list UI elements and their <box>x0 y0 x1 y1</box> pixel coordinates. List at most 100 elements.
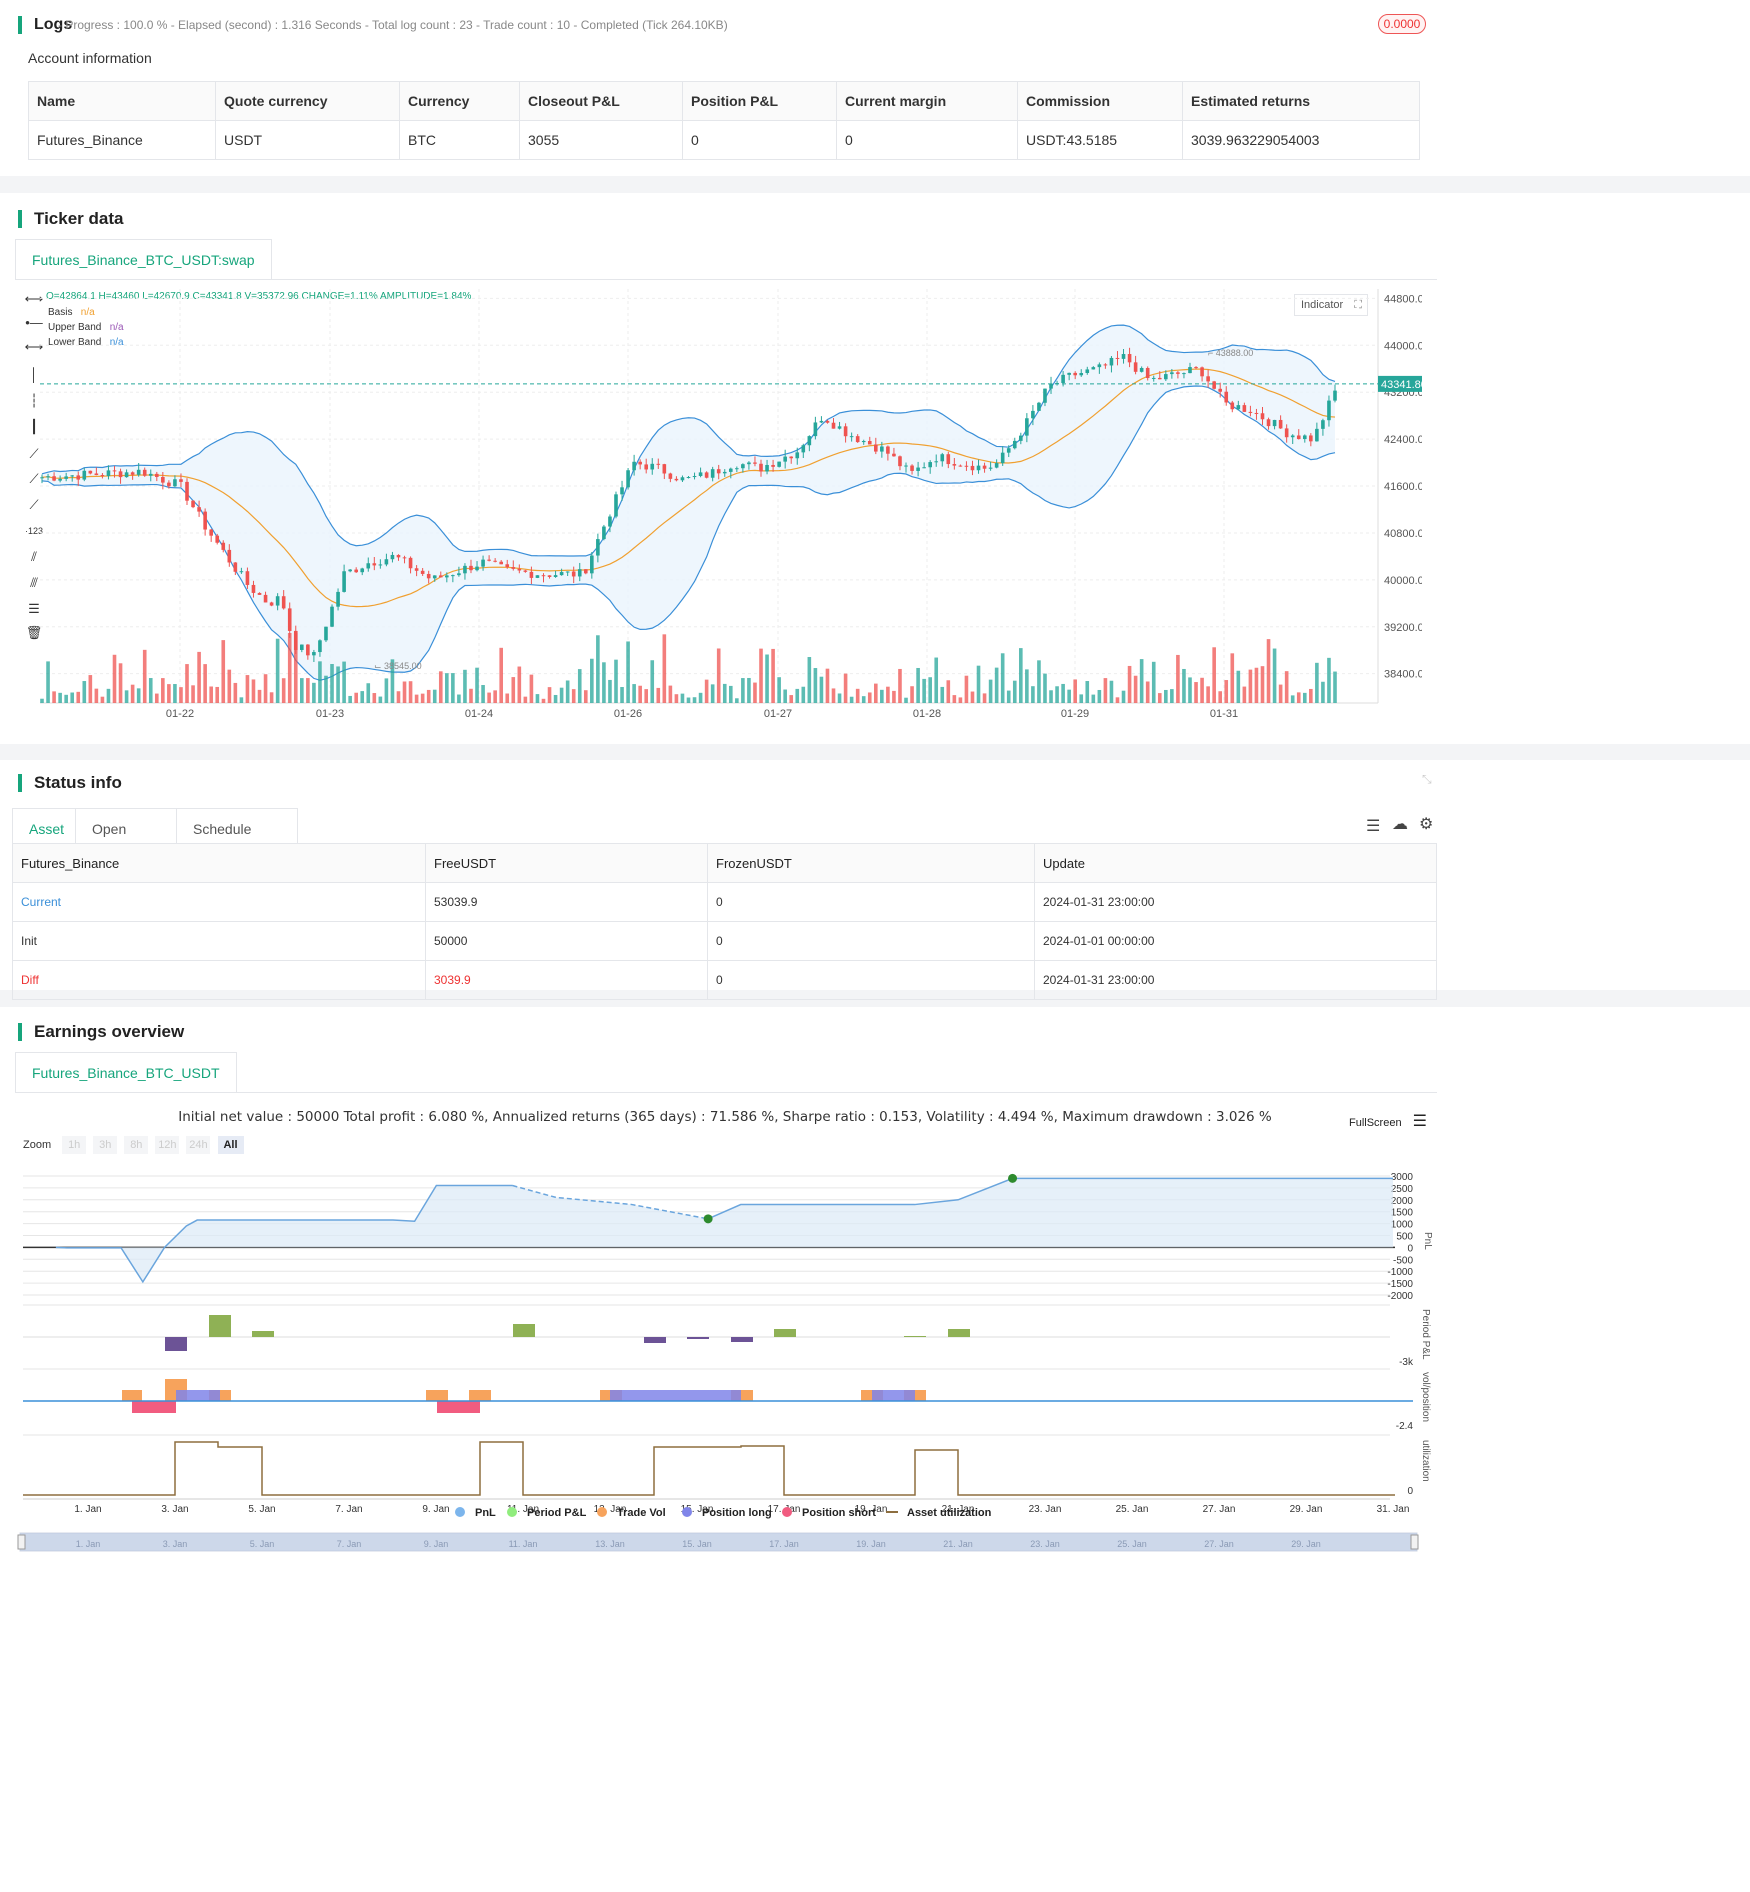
axis-label-period: Period P&L <box>1420 1309 1431 1360</box>
candle-body <box>1272 419 1277 427</box>
volume-bar <box>1073 679 1077 703</box>
pnl-tick: -2000 <box>1387 1291 1413 1302</box>
volume-bar <box>565 680 570 703</box>
volume-bar <box>318 661 322 703</box>
candle-body <box>300 644 304 650</box>
candle-body <box>922 467 926 469</box>
zoom-1h[interactable]: 1h <box>62 1136 87 1154</box>
volume-bar <box>40 698 44 703</box>
earnings-title: Earnings overview <box>18 1023 184 1041</box>
indicator-button[interactable]: Indicator ⛶ <box>1294 294 1368 316</box>
fibonacci-icon[interactable]: ⫻ <box>30 575 38 590</box>
volume-bar <box>227 669 232 703</box>
candle-body <box>710 469 715 478</box>
candle-body <box>1315 428 1319 442</box>
menu-icon[interactable]: ☰ <box>1412 1113 1427 1130</box>
list-icon[interactable]: ☰ <box>1366 818 1381 835</box>
collapse-icon[interactable]: ⤡ <box>1422 772 1432 786</box>
candle-body <box>1290 435 1295 438</box>
candle-body <box>771 464 775 467</box>
candle-body <box>819 420 824 423</box>
candle-body <box>384 559 389 565</box>
candle-body <box>1260 413 1265 420</box>
candle-body <box>777 461 781 467</box>
price-label-icon[interactable]: ·123 <box>24 526 43 536</box>
candle-body <box>469 565 473 571</box>
time-tick: 01-24 <box>465 708 493 720</box>
zoom-24h[interactable]: 24h <box>186 1136 211 1154</box>
volume-bar <box>1315 662 1319 703</box>
volume-bar <box>209 686 213 703</box>
volume-bar <box>529 674 534 703</box>
candle-body <box>227 549 232 563</box>
volume-bar <box>82 681 87 703</box>
candlestick-chart[interactable]: 44800.0044000.0043200.0042400.0041600.00… <box>0 279 1422 739</box>
volume-bar <box>1097 689 1102 703</box>
volume-bar <box>1309 688 1313 703</box>
volume-bar <box>136 688 141 703</box>
volume-bar <box>263 674 268 703</box>
volume-bar <box>1188 677 1192 703</box>
axis-label-pnl: PnL <box>1422 1232 1433 1250</box>
account-cell: 0 <box>836 120 1018 160</box>
candle-body <box>807 436 812 446</box>
zoom-12h[interactable]: 12h <box>155 1136 180 1154</box>
parallel-channel-icon[interactable]: ⫽ <box>31 549 37 564</box>
pnl-tick: 3000 <box>1391 1172 1414 1183</box>
vertical-segment-icon[interactable]: ┃ <box>30 419 38 434</box>
volume-bar <box>487 692 491 703</box>
earnings-tab[interactable]: Futures_Binance_BTC_USDT <box>15 1052 237 1093</box>
ticker-tab[interactable]: Futures_Binance_BTC_USDT:swap <box>15 239 272 280</box>
cloud-icon[interactable]: ☁ <box>1392 816 1408 833</box>
volume-bar <box>505 693 510 703</box>
fullscreen-button[interactable]: FullScreen ☰ <box>1349 1111 1427 1131</box>
logs-title: Logs <box>18 16 72 34</box>
period-pnl-bar <box>165 1337 187 1351</box>
tab-schedule-orders[interactable]: Schedule orders <box>176 808 298 877</box>
volume-bar <box>378 696 383 703</box>
volume-bar <box>855 688 860 703</box>
candle-body <box>674 478 679 481</box>
logs-badge[interactable]: 0.0000 <box>1378 14 1426 34</box>
zoom-8h[interactable]: 8h <box>124 1136 149 1154</box>
candle-body <box>432 575 437 579</box>
candle-body <box>215 535 220 543</box>
tab-asset[interactable]: Asset <box>12 808 76 848</box>
horizontal-line-icon[interactable]: ⟷ <box>24 291 44 306</box>
volume-bar <box>366 683 371 703</box>
period-pnl-bar <box>731 1337 753 1342</box>
navigator-tick: 5. Jan <box>250 1539 275 1549</box>
candle-body <box>1043 388 1047 403</box>
volume-bar <box>106 688 111 703</box>
volume-bar <box>1164 689 1168 703</box>
trade-vol-bar <box>469 1390 491 1401</box>
price-tick: 42400.00 <box>1384 434 1422 446</box>
candle-body <box>692 476 697 478</box>
fullscreen-label: FullScreen <box>1349 1117 1402 1129</box>
tab-open-orders[interactable]: Open orders <box>75 808 177 877</box>
fib-retracement-icon[interactable]: ☰ <box>28 601 40 616</box>
time-tick: 01-26 <box>614 708 642 720</box>
gear-icon[interactable]: ⚙ <box>1419 816 1434 833</box>
trash-icon[interactable]: 🗑 <box>25 625 43 640</box>
segment-icon[interactable]: ⟋ <box>29 497 39 512</box>
candle-body <box>1296 435 1301 440</box>
volume-bar <box>426 689 431 703</box>
trend-line-icon[interactable]: ⟋ <box>29 446 39 461</box>
ticker-title: Ticker data <box>18 210 123 228</box>
earnings-chart[interactable]: 300025002000150010005000-500-1000-1500-2… <box>0 1157 1450 1887</box>
zoom-all[interactable]: All <box>217 1136 244 1154</box>
table-row: Diff 3039.9 0 2024-01-31 23:00:00 <box>12 960 1437 1000</box>
ray-icon[interactable]: ⟋ <box>29 471 39 486</box>
expand-icon[interactable]: ⛶ <box>1354 299 1362 311</box>
extended-line-icon[interactable]: ⟷ <box>24 339 44 354</box>
horizontal-ray-icon[interactable]: •— <box>25 315 43 330</box>
price-tag-bg <box>1378 375 1422 392</box>
volume-bar <box>1055 686 1059 703</box>
candle-body <box>753 462 757 464</box>
vertical-ray-icon[interactable]: ┆ <box>30 393 38 408</box>
candle-body <box>958 465 963 467</box>
zoom-3h[interactable]: 3h <box>93 1136 118 1154</box>
vertical-line-icon[interactable]: │ <box>29 367 39 382</box>
axis-label-vol: vol/position <box>1420 1372 1431 1422</box>
